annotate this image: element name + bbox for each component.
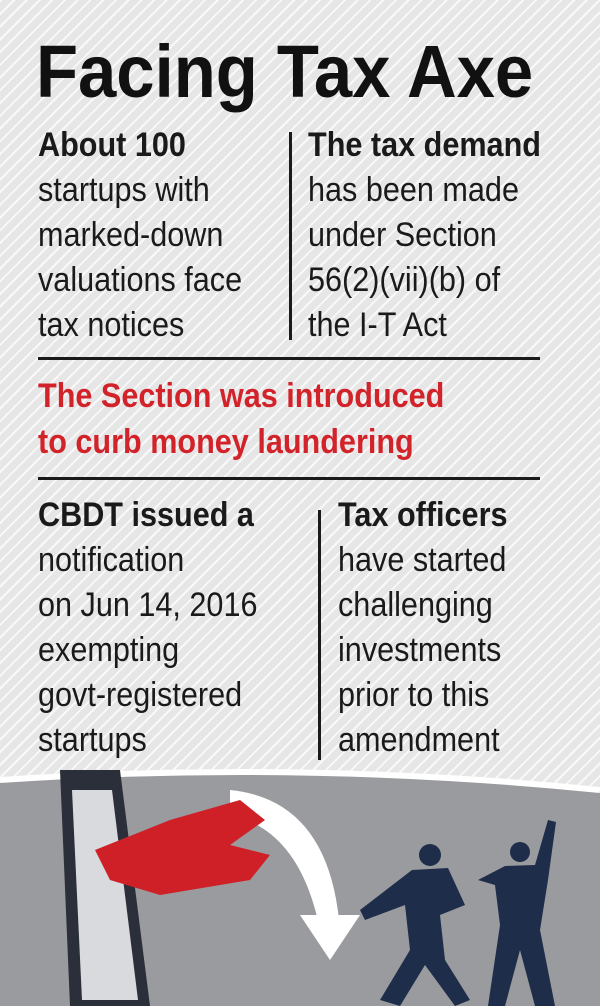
text-line: amendment bbox=[338, 721, 500, 759]
text-line: has been made bbox=[308, 171, 519, 209]
text-line: under Section bbox=[308, 216, 497, 254]
text-line: investments bbox=[338, 631, 502, 669]
text-line: the I-T Act bbox=[308, 306, 447, 344]
divider bbox=[38, 477, 540, 480]
text-line: notification bbox=[38, 541, 185, 579]
highlight-line: to curb money laundering bbox=[38, 423, 414, 461]
text-line: prior to this bbox=[338, 676, 490, 714]
divider bbox=[38, 357, 540, 360]
runner bbox=[478, 820, 556, 1006]
text-line: 56(2)(vii)(b) of bbox=[308, 261, 501, 299]
lead: The tax demand bbox=[308, 126, 541, 164]
lead: CBDT issued a bbox=[38, 496, 254, 534]
divider bbox=[318, 510, 321, 760]
text-line: startups with bbox=[38, 171, 210, 209]
lead: About 100 bbox=[38, 126, 186, 164]
divider bbox=[289, 132, 292, 340]
text-line: tax notices bbox=[38, 306, 185, 344]
text-line: challenging bbox=[338, 586, 493, 624]
title: Facing Tax Axe bbox=[36, 30, 534, 113]
highlight-line: The Section was introduced bbox=[38, 377, 445, 415]
text-line: govt-registered bbox=[38, 676, 243, 714]
text-line: on Jun 14, 2016 bbox=[38, 586, 258, 624]
text-line: valuations face bbox=[38, 261, 243, 299]
lead: Tax officers bbox=[338, 496, 508, 534]
text-line: exempting bbox=[38, 631, 180, 669]
arrow-head bbox=[300, 915, 360, 960]
red-hand bbox=[95, 800, 270, 895]
screen bbox=[72, 790, 138, 1000]
text-line: startups bbox=[38, 721, 147, 759]
text-line: marked-down bbox=[38, 216, 224, 254]
text-line: have started bbox=[338, 541, 507, 579]
runner bbox=[360, 844, 470, 1006]
